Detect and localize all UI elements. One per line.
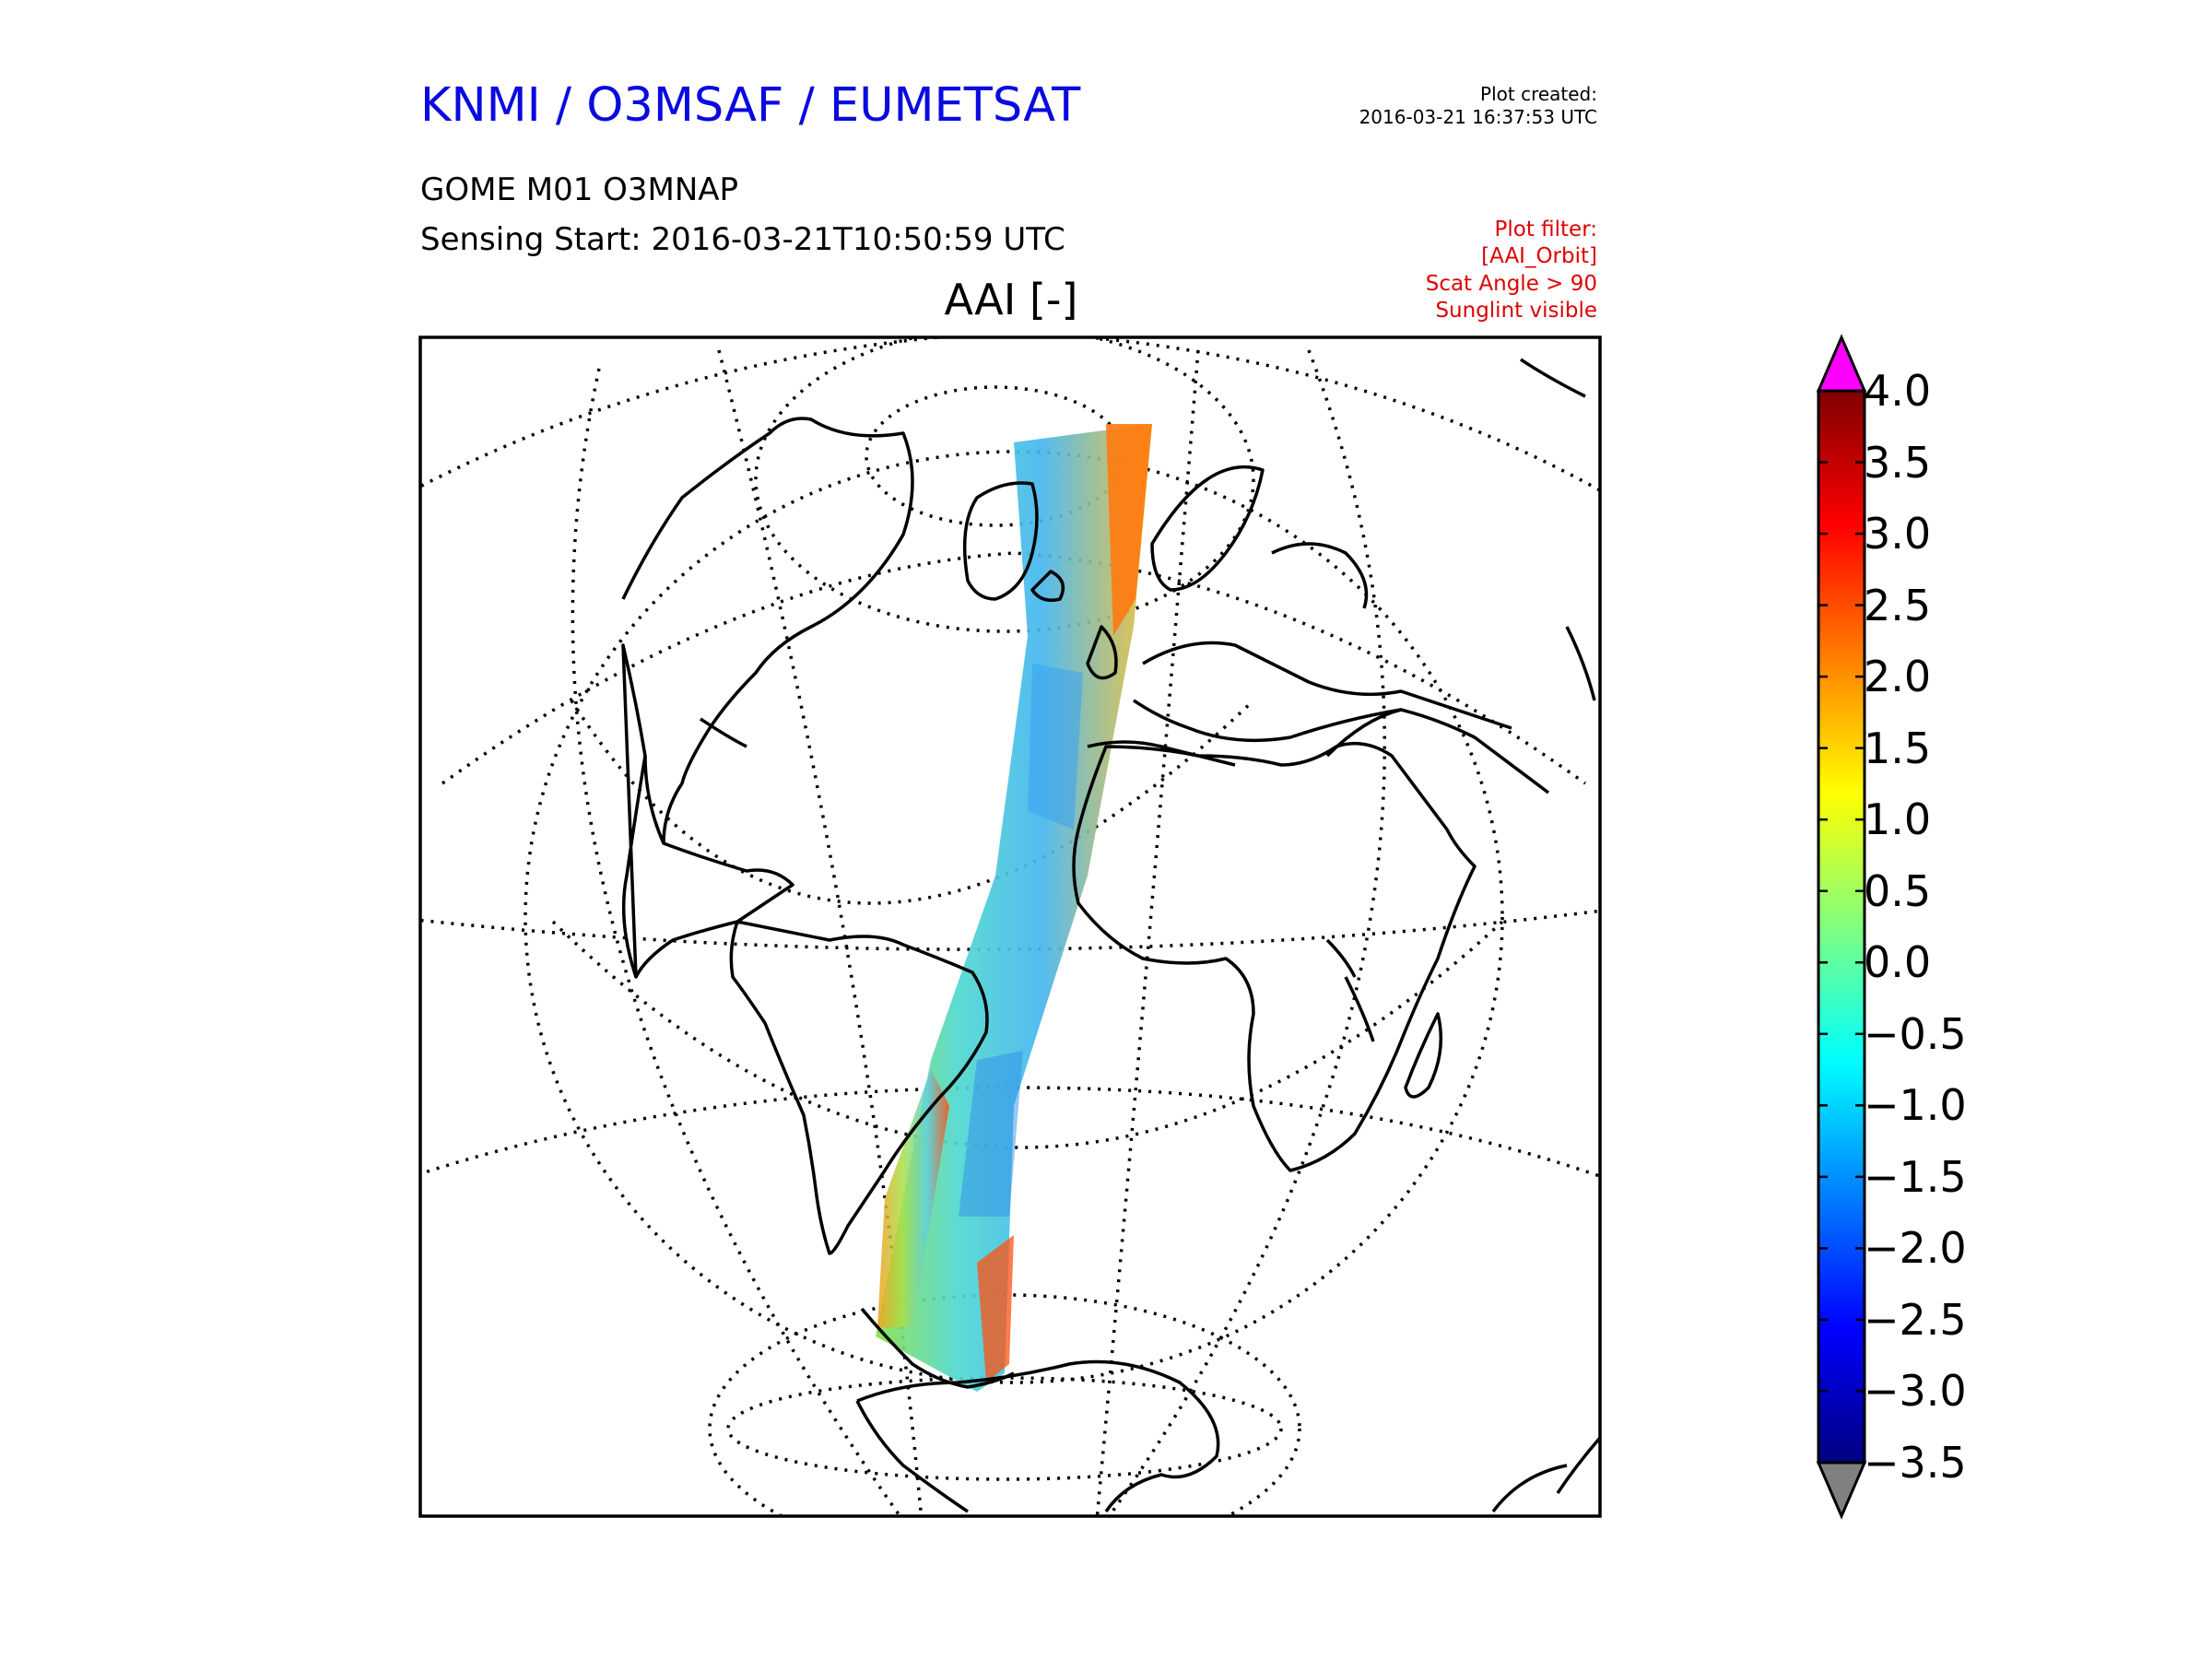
sensing-start: Sensing Start: 2016-03-21T10:50:59 UTC — [420, 221, 1065, 258]
colorbar-gradient — [1817, 389, 1866, 1465]
colorbar — [1816, 334, 1867, 1520]
colorbar-tick-label: 1.0 — [1864, 794, 1932, 845]
map-frame — [418, 335, 1602, 1518]
colorbar-tick-label: −2.5 — [1864, 1294, 1967, 1345]
plot-created-info: Plot created: 2016-03-21 16:37:53 UTC — [1359, 83, 1597, 129]
filter-line: Plot filter: — [1494, 218, 1597, 241]
colorbar-tick-label: 2.0 — [1864, 652, 1932, 702]
plot-created-label: Plot created: — [1480, 83, 1597, 105]
colorbar-tick-label: −0.5 — [1864, 1008, 1967, 1059]
colorbar-tick-marks — [1818, 461, 1865, 1393]
colorbar-tick-label: 3.0 — [1864, 509, 1932, 559]
product-name: GOME M01 O3MNAP — [420, 171, 739, 208]
plot-filter: Plot filter: [AAI_Orbit] Scat Angle > 90… — [1426, 217, 1597, 325]
colorbar-tick-label: −3.5 — [1864, 1438, 1967, 1488]
coastlines — [621, 358, 1600, 1513]
colorbar-tick-label: −1.5 — [1864, 1151, 1967, 1202]
map-area — [420, 337, 1600, 1516]
filter-line: Sunglint visible — [1435, 299, 1597, 324]
plot-created-time: 2016-03-21 16:37:53 UTC — [1359, 106, 1597, 128]
colorbar-tick-label: −2.0 — [1864, 1223, 1967, 1274]
map-title: AAI [-] — [944, 275, 1078, 324]
colorbar-tick-label: 3.5 — [1864, 437, 1932, 488]
filter-line: [AAI_Orbit] — [1481, 244, 1597, 269]
colorbar-tick-label: 0.5 — [1864, 865, 1932, 916]
colorbar-tick-label: −1.0 — [1864, 1080, 1967, 1131]
colorbar-tick-label: 0.0 — [1864, 937, 1932, 988]
colorbar-tick-label: 4.0 — [1864, 366, 1932, 416]
organization-title: KNMI / O3MSAF / EUMETSAT — [420, 78, 1081, 133]
colorbar-tick-label: 1.5 — [1864, 723, 1932, 773]
colorbar-over-triangle — [1816, 334, 1867, 393]
colorbar-tick-label: 2.5 — [1864, 580, 1932, 630]
filter-line: Scat Angle > 90 — [1425, 271, 1597, 296]
satellite-swath — [876, 424, 1152, 1392]
colorbar-under-triangle — [1816, 1461, 1867, 1520]
colorbar-tick-label: −3.0 — [1864, 1366, 1967, 1417]
